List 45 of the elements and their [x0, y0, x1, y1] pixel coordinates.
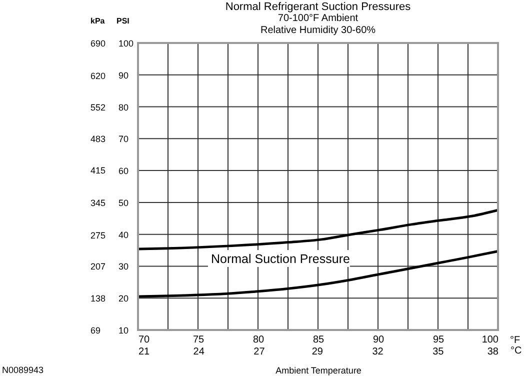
y-tick-label: 20 — [118, 294, 129, 304]
text: N0089943 — [2, 365, 44, 375]
x-tick-label: 90 — [372, 334, 384, 346]
y-tick-label: 50 — [118, 198, 129, 208]
y2-tick-label: 345 — [90, 198, 106, 208]
y2-axis-title: kPa — [90, 16, 106, 26]
y2-tick-label: 690 — [90, 38, 106, 48]
x2-tick-label: 32 — [372, 346, 384, 358]
chart-subtitle: 70-100°F Ambient Relative Humidity 30-60% — [260, 13, 376, 36]
x2-axis-title: °C — [510, 346, 522, 356]
chart-title: Normal Refrigerant Suction Pressures — [225, 1, 412, 13]
text: °F — [510, 335, 520, 346]
y2-tick-label: 275 — [90, 230, 106, 240]
x2-tick-label: 35 — [432, 346, 444, 358]
y-tick-label: 80 — [118, 102, 129, 112]
x-tick-label: 75 — [192, 334, 204, 346]
y2-tick-label: 483 — [90, 134, 106, 144]
x2-tick-label: 38 — [487, 346, 499, 358]
y-tick-label: 70 — [118, 134, 129, 144]
y2-tick-label: 552 — [90, 102, 106, 112]
x-tick-label: 100 — [482, 334, 499, 346]
x2-tick-label: 21 — [138, 346, 150, 358]
x2-tick-label: 24 — [193, 346, 205, 358]
y-tick-label: 30 — [118, 262, 129, 272]
y2-tick-label: 620 — [90, 70, 106, 81]
x-tick-label: 70 — [138, 334, 150, 346]
y-tick-label: 90 — [118, 70, 129, 80]
y-tick-label: 60 — [118, 166, 129, 176]
y-tick-label: 40 — [118, 230, 129, 240]
x-tick-label: 95 — [432, 334, 444, 346]
y-tick-label: 10 — [118, 326, 129, 336]
y2-tick-label: 415 — [90, 166, 106, 176]
x-tick-label: 85 — [312, 334, 324, 346]
y2-tick-label: 207 — [90, 262, 106, 272]
x2-tick-label: 27 — [254, 346, 266, 358]
x-tick-label: 80 — [252, 334, 264, 346]
y2-tick-label: 69 — [90, 326, 101, 336]
line-series — [136, 208, 500, 250]
x2-tick-label: 29 — [312, 346, 324, 358]
y-tick-label: 100 — [118, 38, 134, 48]
x-axis-title: Ambient Temperature — [276, 366, 362, 376]
annotation: Normal Suction Pressure — [211, 252, 350, 266]
line-series — [136, 250, 500, 298]
y-axis-title: PSI — [116, 16, 130, 26]
y2-tick-label: 138 — [90, 294, 106, 304]
